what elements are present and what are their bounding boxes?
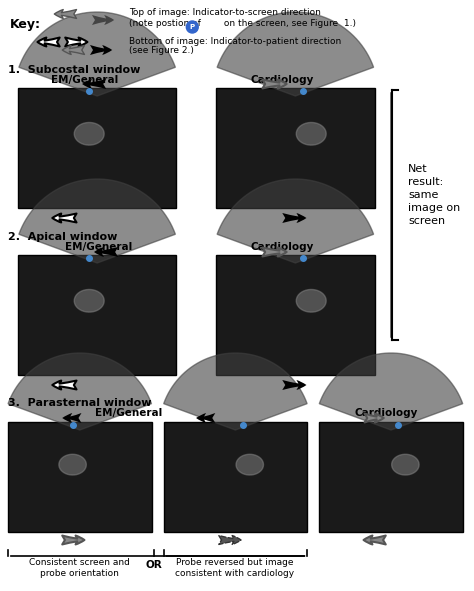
Text: Consistent screen and
probe orientation: Consistent screen and probe orientation	[29, 558, 130, 578]
Text: Probe reversed but image
consistent with cardiology: Probe reversed but image consistent with…	[175, 558, 294, 578]
Polygon shape	[59, 454, 86, 475]
FancyBboxPatch shape	[8, 422, 152, 532]
Polygon shape	[74, 122, 104, 145]
Polygon shape	[296, 122, 326, 145]
Text: (see Figure 2.): (see Figure 2.)	[129, 46, 194, 55]
Polygon shape	[8, 353, 152, 430]
Text: Top of image: Indicator-to-screen direction: Top of image: Indicator-to-screen direct…	[129, 8, 321, 17]
Text: P: P	[190, 24, 195, 30]
Text: 1.  Subcostal window: 1. Subcostal window	[8, 65, 140, 75]
Text: Cardiology: Cardiology	[251, 242, 314, 252]
FancyBboxPatch shape	[216, 88, 374, 208]
Text: 2.  Apical window: 2. Apical window	[8, 232, 117, 242]
Text: Cardiology: Cardiology	[355, 408, 418, 418]
Text: Net
result:
same
image on
screen: Net result: same image on screen	[408, 164, 461, 226]
FancyBboxPatch shape	[18, 88, 176, 208]
Polygon shape	[296, 290, 326, 312]
Polygon shape	[164, 353, 307, 430]
Polygon shape	[236, 454, 264, 475]
Text: 3.  Parasternal window: 3. Parasternal window	[8, 398, 151, 408]
Circle shape	[186, 21, 198, 33]
Text: Cardiology: Cardiology	[251, 75, 314, 85]
Text: OR: OR	[145, 560, 162, 570]
Text: (note postion of        on the screen, see Figure  1.): (note postion of on the screen, see Figu…	[129, 19, 356, 28]
Text: Key:: Key:	[10, 18, 41, 31]
Text: Bottom of image: Indicator-to-patient direction: Bottom of image: Indicator-to-patient di…	[129, 37, 341, 46]
FancyBboxPatch shape	[164, 422, 307, 532]
Polygon shape	[319, 353, 463, 430]
Polygon shape	[217, 179, 374, 263]
Polygon shape	[392, 454, 419, 475]
Text: EM/General: EM/General	[95, 408, 163, 418]
FancyBboxPatch shape	[18, 255, 176, 375]
FancyBboxPatch shape	[319, 422, 463, 532]
Text: EM/General: EM/General	[51, 75, 118, 85]
Polygon shape	[217, 12, 374, 96]
Polygon shape	[19, 179, 175, 263]
Polygon shape	[74, 290, 104, 312]
FancyBboxPatch shape	[216, 255, 374, 375]
Text: EM/General: EM/General	[65, 242, 133, 252]
Polygon shape	[19, 12, 175, 96]
